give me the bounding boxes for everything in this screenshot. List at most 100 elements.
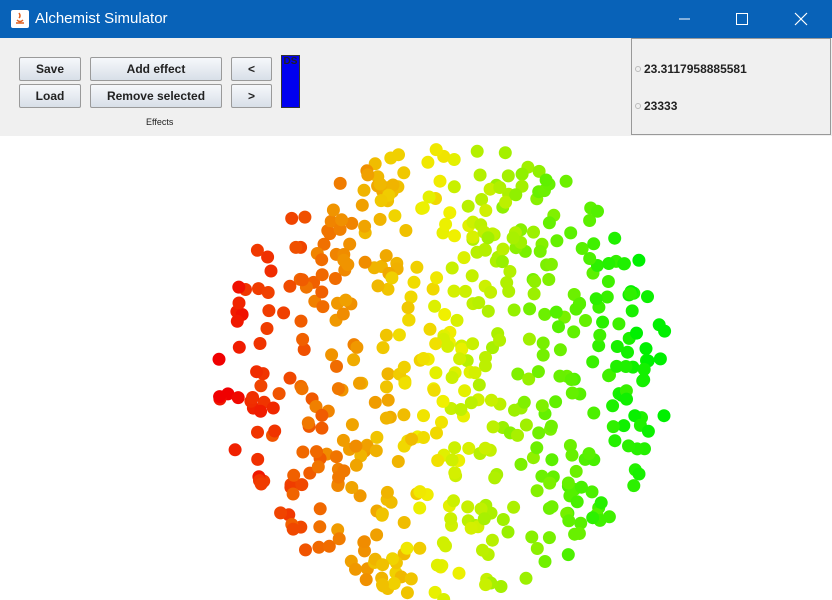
- particle: [246, 391, 260, 404]
- particle: [387, 577, 401, 590]
- particle: [296, 445, 310, 459]
- particle: [641, 424, 655, 438]
- particle: [336, 433, 350, 447]
- particle: [286, 522, 300, 536]
- particle: [507, 303, 521, 317]
- particle: [602, 369, 616, 383]
- particle: [443, 206, 457, 220]
- particle: [448, 441, 462, 455]
- particle: [416, 201, 430, 215]
- prev-button[interactable]: <: [231, 57, 272, 81]
- particle: [333, 176, 347, 190]
- particle: [283, 279, 297, 293]
- next-button[interactable]: >: [231, 84, 272, 108]
- load-button[interactable]: Load: [19, 84, 81, 108]
- particle: [586, 355, 600, 369]
- particle: [473, 168, 487, 182]
- save-button[interactable]: Save: [19, 57, 81, 81]
- particle: [569, 464, 583, 478]
- particle: [653, 352, 667, 366]
- particle: [298, 210, 312, 224]
- particle: [301, 416, 315, 430]
- particle: [617, 257, 631, 271]
- particle: [468, 366, 482, 380]
- particle: [336, 307, 350, 321]
- particle: [261, 286, 275, 299]
- particle: [466, 337, 480, 351]
- particle: [453, 352, 467, 366]
- particle: [583, 252, 597, 265]
- particle: [407, 275, 421, 289]
- particle: [445, 371, 459, 384]
- particle: [333, 222, 347, 236]
- particle: [316, 300, 330, 314]
- particle: [349, 439, 363, 453]
- particle: [522, 372, 536, 386]
- radio[interactable]: [635, 103, 641, 109]
- particle: [542, 531, 556, 545]
- particle: [326, 203, 340, 217]
- particle: [231, 391, 245, 405]
- particle: [417, 409, 430, 423]
- window-controls[interactable]: [652, 0, 832, 38]
- particle: [622, 439, 635, 453]
- particle: [602, 257, 616, 270]
- particle: [575, 242, 589, 255]
- ds-swatch[interactable]: DS: [281, 55, 300, 108]
- particle: [606, 420, 620, 434]
- particle: [392, 148, 405, 162]
- particle: [526, 451, 540, 465]
- particle: [422, 190, 436, 204]
- particle: [386, 552, 399, 566]
- info-panel: 23.3117958885581 23333: [631, 38, 831, 135]
- particle: [530, 484, 544, 498]
- particle: [433, 174, 447, 188]
- remove-selected-button[interactable]: Remove selected: [90, 84, 222, 108]
- particle: [357, 535, 371, 549]
- particle: [508, 403, 521, 417]
- radio[interactable]: [635, 66, 641, 72]
- particle: [330, 359, 343, 373]
- particle: [462, 441, 476, 455]
- particle: [550, 234, 564, 248]
- particle: [608, 434, 622, 448]
- particle: [250, 365, 264, 379]
- particle: [410, 260, 424, 274]
- particle: [435, 415, 448, 429]
- particle: [345, 481, 359, 494]
- particle: [315, 285, 329, 299]
- particle: [488, 471, 502, 485]
- particle: [632, 467, 646, 481]
- particle: [429, 143, 443, 157]
- particle: [392, 328, 406, 342]
- particle: [476, 543, 489, 557]
- particle: [485, 533, 499, 547]
- particle: [427, 383, 441, 397]
- particle: [536, 336, 550, 350]
- effects-label: Effects: [146, 117, 174, 127]
- particle: [296, 332, 310, 346]
- particle: [454, 403, 468, 416]
- particle: [620, 392, 633, 406]
- particle: [373, 177, 387, 191]
- particle: [274, 506, 288, 520]
- particle: [253, 337, 267, 350]
- particle: [295, 478, 309, 492]
- particle: [286, 487, 300, 501]
- particle: [404, 572, 418, 586]
- particle: [543, 476, 557, 490]
- particle: [591, 204, 604, 218]
- particle: [343, 237, 357, 251]
- particle: [544, 257, 558, 271]
- particle: [368, 395, 382, 409]
- simulation-canvas: [212, 143, 672, 600]
- particle: [317, 237, 331, 251]
- add-effect-button[interactable]: Add effect: [90, 57, 222, 81]
- particle: [567, 325, 581, 339]
- particle: [358, 219, 372, 233]
- particle: [358, 255, 372, 269]
- particle: [423, 322, 437, 336]
- particle: [484, 393, 498, 407]
- particle: [601, 275, 615, 288]
